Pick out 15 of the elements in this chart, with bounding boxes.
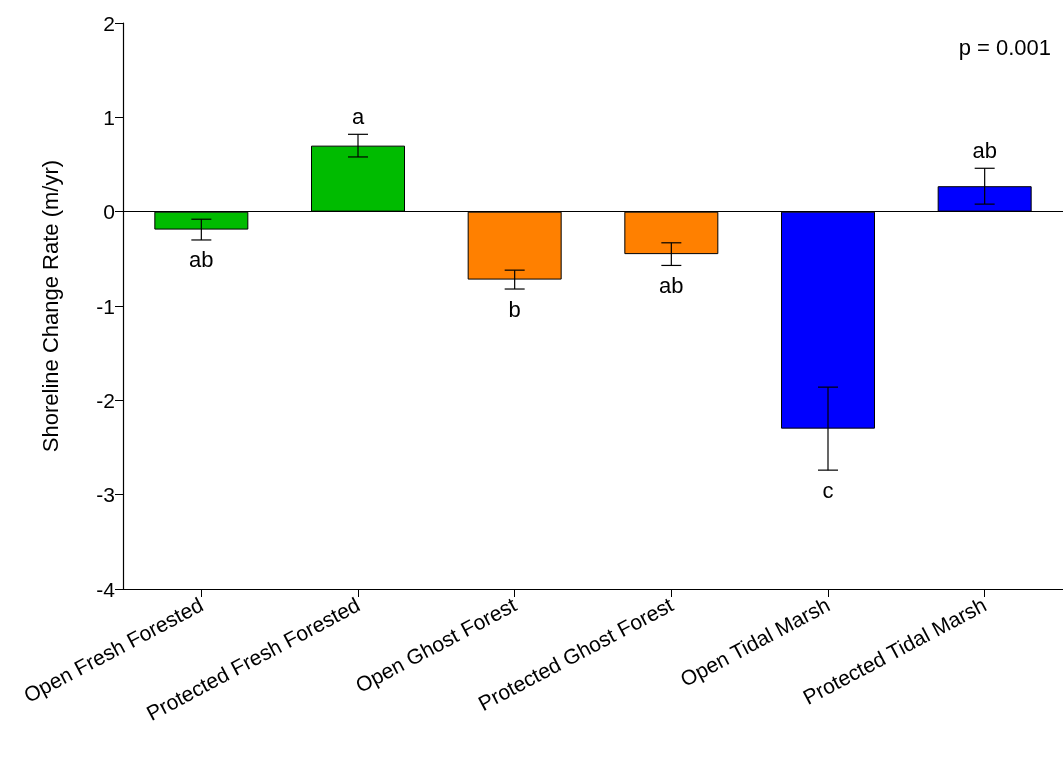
- annotation: ab: [189, 247, 214, 273]
- annotation: c: [822, 477, 834, 503]
- annotation: ab: [972, 137, 997, 163]
- annotation: p = 0.001: [958, 34, 1052, 60]
- annotation: ab: [659, 272, 684, 298]
- annotation: b: [508, 296, 521, 322]
- y-axis-title: Shoreline Change Rate (m/yr): [37, 159, 63, 453]
- y-tick-label: 2: [103, 11, 115, 35]
- y-tick-label: 0: [103, 200, 115, 224]
- y-tick-label: -2: [96, 388, 115, 412]
- y-tick-label: 1: [103, 105, 115, 129]
- y-tick-label: -3: [96, 483, 115, 507]
- y-tick-label: -1: [96, 294, 115, 318]
- y-tick-label: -4: [96, 577, 116, 601]
- annotation: a: [351, 103, 365, 129]
